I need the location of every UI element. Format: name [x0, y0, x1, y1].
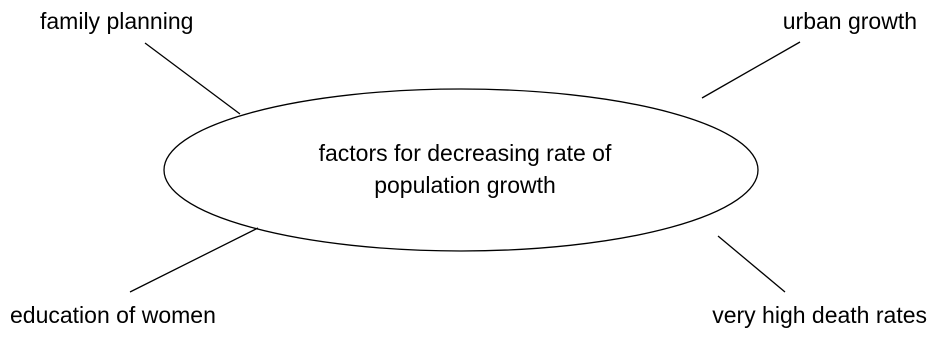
connector-family-planning — [144, 42, 241, 115]
factor-education-of-women: education of women — [10, 302, 216, 328]
connector-education-of-women — [129, 227, 259, 293]
factor-family-planning: family planning — [40, 8, 194, 34]
central-topic-line-1: factors for decreasing rate of — [318, 140, 612, 166]
central-topic-line-2: population growth — [374, 172, 556, 198]
factor-very-high-death-rates: very high death rates — [712, 302, 927, 328]
connector-urban-growth — [701, 41, 801, 99]
connector-very-high-death-rates — [717, 235, 786, 293]
central-ellipse — [163, 88, 759, 252]
central-topic: factors for decreasing rate of populatio… — [280, 137, 650, 201]
factor-urban-growth: urban growth — [782, 8, 917, 34]
